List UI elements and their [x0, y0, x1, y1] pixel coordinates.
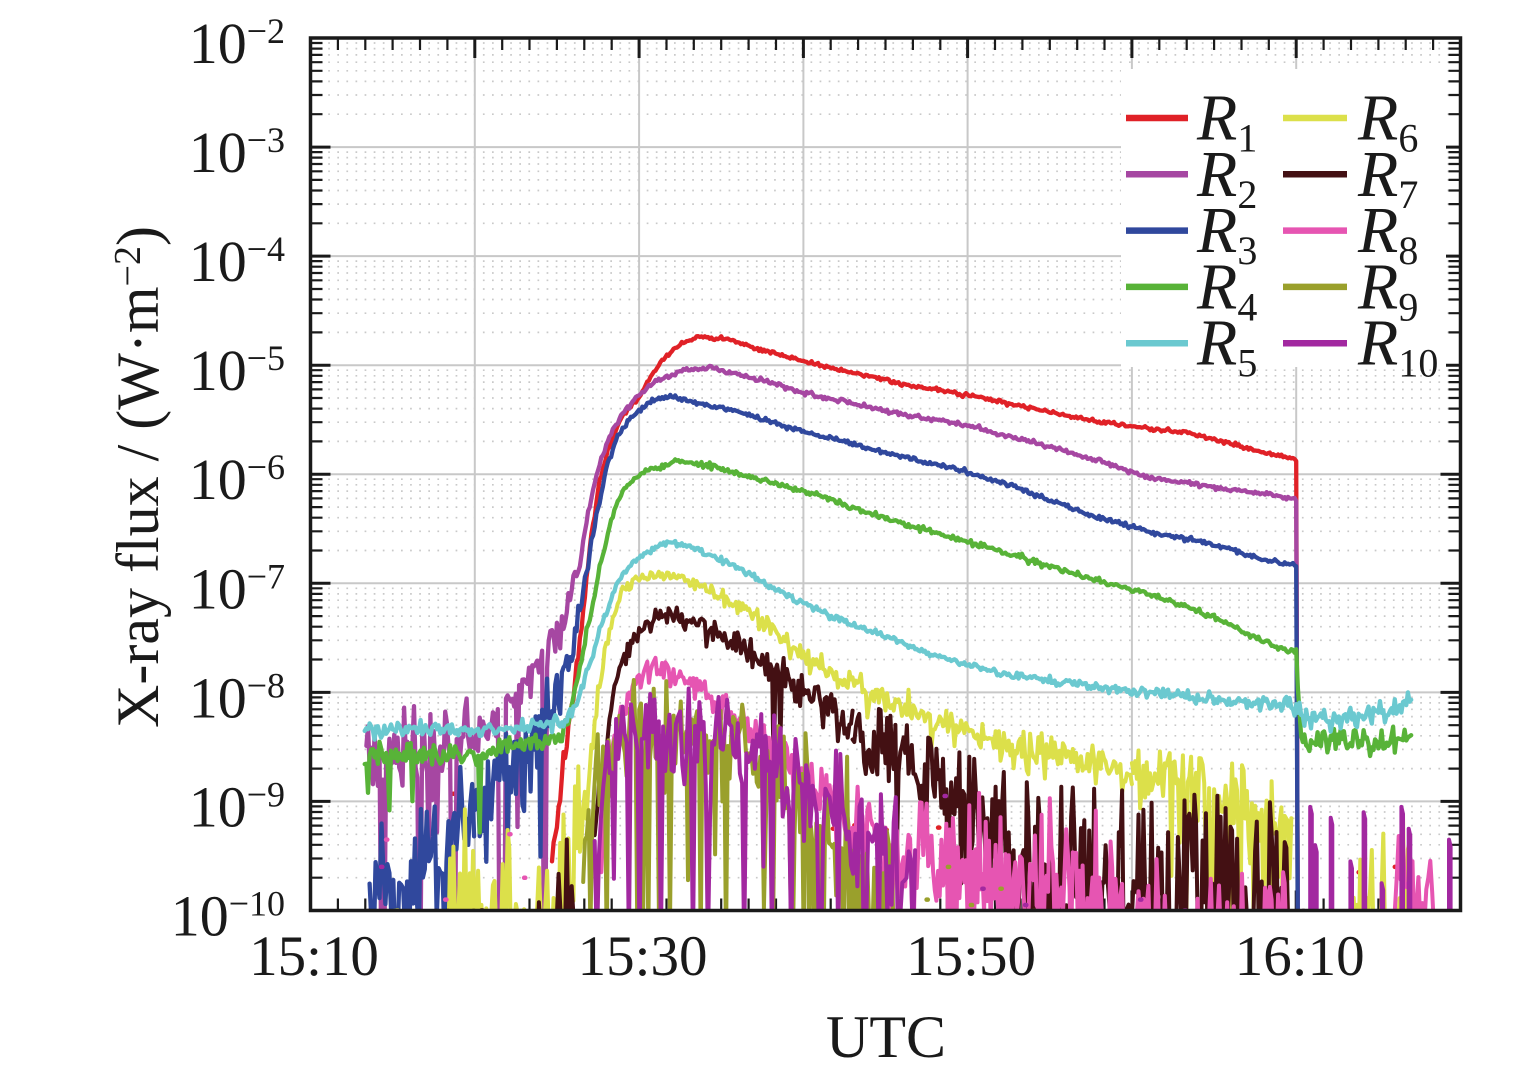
svg-text:15:10: 15:10 [249, 925, 379, 988]
svg-text:X-ray flux / (W·m−2): X-ray flux / (W·m−2) [105, 226, 171, 728]
svg-text:15:30: 15:30 [578, 925, 708, 988]
svg-text:15:50: 15:50 [906, 925, 1036, 988]
svg-text:16:10: 16:10 [1235, 925, 1365, 988]
svg-text:UTC: UTC [826, 1004, 946, 1070]
svg-text:10−7: 10−7 [189, 556, 285, 621]
svg-text:10−6: 10−6 [189, 447, 285, 512]
svg-text:R7: R7 [1357, 138, 1418, 217]
